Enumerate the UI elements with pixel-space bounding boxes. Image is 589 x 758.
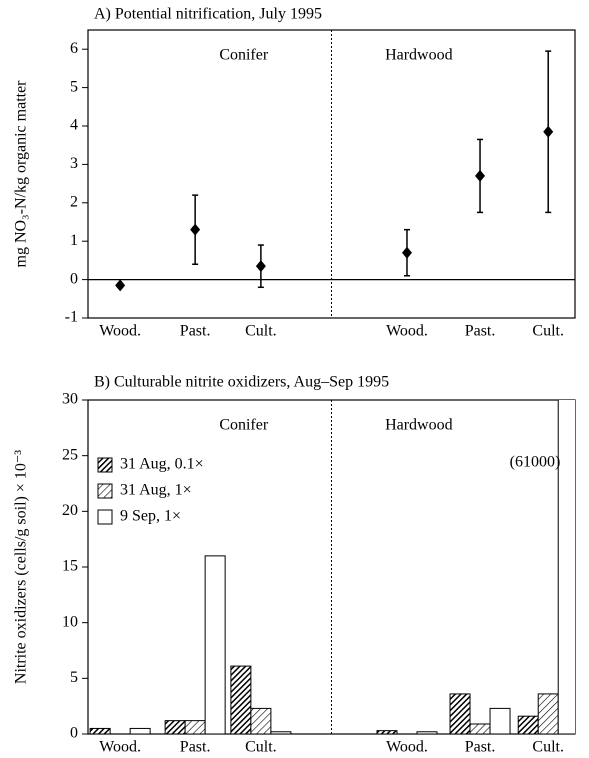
y-tick-label: 0 [70, 725, 78, 742]
group-label: Conifer [219, 47, 269, 64]
y-axis-label: mg NO₃-N/kg organic matter [13, 80, 30, 268]
x-tick-label: Past. [180, 739, 211, 756]
point [115, 279, 126, 292]
y-axis-label: Nitrite oxidizers (cells/g soil) × 10⁻³ [13, 450, 30, 684]
x-tick-label: Wood. [386, 739, 428, 756]
bar [557, 400, 575, 734]
x-tick-label: Wood. [99, 739, 141, 756]
group-label: Hardwood [385, 47, 453, 64]
y-tick-label: 4 [70, 117, 78, 134]
group-label: Hardwood [385, 417, 453, 434]
y-tick-label: 3 [70, 155, 78, 172]
x-tick-label: Cult. [532, 739, 564, 756]
bar [537, 693, 559, 734]
x-tick-label: Wood. [99, 323, 141, 340]
y-tick-label: 2 [70, 193, 78, 210]
point [475, 169, 486, 182]
group-label: Conifer [219, 417, 269, 434]
bar [184, 720, 206, 734]
x-tick-label: Past. [465, 739, 496, 756]
chart-title: A) Potential nitrification, July 1995 [94, 6, 322, 23]
annotation: (61000) [510, 454, 561, 471]
bar [129, 727, 151, 734]
x-tick-label: Cult. [245, 739, 277, 756]
y-tick-label: 10 [62, 613, 78, 630]
point [255, 260, 266, 273]
x-tick-label: Past. [180, 323, 211, 340]
bar [376, 730, 398, 734]
y-tick-label: 5 [70, 669, 78, 686]
legend-label: 9 Sep, 1× [120, 508, 181, 525]
point [543, 125, 554, 138]
bar [469, 723, 491, 734]
y-tick-label: 1 [70, 232, 78, 249]
y-tick-label: -1 [65, 309, 78, 326]
x-tick-label: Past. [465, 323, 496, 340]
legend-label: 31 Aug, 1× [120, 482, 192, 499]
bar [164, 720, 186, 734]
bar [449, 693, 471, 734]
plot-area [115, 50, 554, 292]
y-tick-label: 6 [70, 40, 78, 57]
legend-swatch [97, 457, 113, 473]
bar [204, 555, 226, 734]
y-tick-label: 25 [62, 446, 78, 463]
bar [270, 731, 292, 734]
point [190, 223, 201, 236]
chart-title: B) Culturable nitrite oxidizers, Aug–Sep… [94, 374, 389, 391]
plot-frame [87, 399, 576, 735]
x-tick-label: Cult. [532, 323, 564, 340]
legend-swatch [97, 509, 113, 525]
legend-swatch [97, 483, 113, 499]
bar [89, 727, 111, 734]
bar [416, 731, 438, 734]
bar [517, 715, 539, 734]
bar [230, 665, 252, 734]
y-tick-label: 30 [62, 391, 78, 408]
legend-label: 31 Aug, 0.1× [120, 456, 204, 473]
bar [250, 707, 272, 734]
y-tick-label: 20 [62, 502, 78, 519]
point [401, 246, 412, 259]
plot-area [89, 400, 575, 734]
y-tick-label: 0 [70, 270, 78, 287]
x-tick-label: Wood. [386, 323, 428, 340]
x-tick-label: Cult. [245, 323, 277, 340]
y-tick-label: 5 [70, 78, 78, 95]
bar [489, 707, 511, 734]
y-tick-label: 15 [62, 558, 78, 575]
